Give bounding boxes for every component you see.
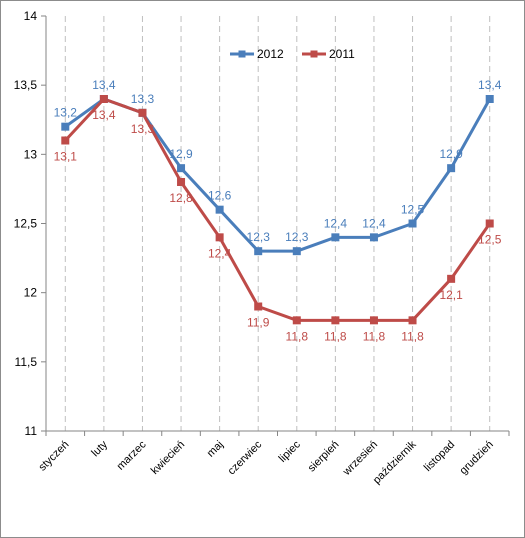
data-point-2011 — [254, 302, 263, 311]
x-tick-label: grudzień — [458, 439, 496, 477]
data-point-2011 — [447, 274, 456, 283]
data-point-2011 — [138, 108, 147, 117]
x-tick-label: wrzesień — [340, 439, 380, 479]
data-label-2011: 12,1 — [439, 288, 463, 302]
data-point-2012 — [485, 95, 494, 103]
data-point-2011 — [177, 178, 186, 186]
data-label-2012: 12,3 — [285, 230, 309, 244]
data-point-2011 — [331, 316, 340, 325]
y-tick-label: 11 — [25, 424, 38, 438]
series-line-2012 — [64, 97, 492, 253]
data-label-2012: 12,4 — [324, 216, 348, 230]
x-tick-label: sierpień — [306, 439, 342, 475]
y-axis-ticks: 11 11,5 12 12,5 13 13,5 14 — [14, 9, 46, 438]
data-point-2011 — [485, 219, 494, 228]
data-point-2012 — [369, 233, 378, 242]
data-label-2011: 13,1 — [54, 150, 78, 164]
y-tick-label: 14 — [24, 9, 38, 23]
x-tick-label: styczeń — [37, 439, 72, 474]
data-label-2011: 11,8 — [401, 329, 424, 343]
data-label-2012: 12,9 — [169, 147, 193, 161]
data-point-2012 — [292, 247, 301, 256]
data-label-2011: 13,4 — [92, 108, 116, 122]
series-line-2011 — [64, 97, 491, 322]
x-tick-label: maj — [205, 439, 226, 460]
y-tick-label: 13,5 — [14, 78, 38, 92]
y-tick-label: 11,5 — [15, 355, 38, 369]
data-point-2012 — [254, 247, 263, 256]
data-label-2011: 11,8 — [324, 329, 347, 343]
legend-marker-2012 — [238, 50, 246, 58]
data-point-2011 — [292, 316, 301, 325]
data-label-2012: 12,3 — [247, 230, 271, 244]
y-tick-label: 12 — [24, 286, 38, 300]
series-group: 13,2 13,4 13,3 12,9 12,6 12,3 12,3 12,4 12,4 12,5… — [54, 78, 502, 343]
data-label-2012: 13,4 — [92, 78, 116, 92]
x-tick-label: kwiecień — [149, 439, 187, 477]
data-label-2012: 12,9 — [439, 147, 463, 161]
x-tick-label: lipiec — [277, 438, 304, 465]
data-label-2011: 11,8 — [363, 329, 386, 343]
data-label-2012: 12,5 — [401, 203, 425, 217]
y-tick-label: 13 — [24, 147, 38, 161]
data-point-2012 — [408, 219, 417, 228]
data-label-2012: 13,4 — [478, 78, 502, 92]
data-label-2012: 12,6 — [208, 189, 232, 203]
y-tick-label: 12,5 — [14, 217, 38, 231]
legend-label-2011: 2011 — [329, 47, 355, 61]
data-point-2011 — [369, 316, 378, 325]
data-point-2012 — [447, 164, 456, 173]
data-label-2011: 13,3 — [131, 122, 155, 136]
legend-marker-2011 — [310, 50, 318, 58]
x-tick-label: luty — [89, 438, 110, 459]
x-tick-label: listopad — [422, 439, 457, 474]
data-point-2012 — [177, 164, 186, 173]
data-label-2012: 13,3 — [131, 92, 155, 106]
data-point-2011 — [215, 233, 224, 242]
data-label-2011: 12,4 — [208, 246, 232, 260]
data-point-2012 — [215, 205, 224, 214]
x-tick-label: marzec — [115, 438, 149, 472]
x-tick-label: czerwiec — [226, 438, 265, 477]
data-label-2012: 12,4 — [362, 216, 386, 230]
legend: 2012 2011 — [230, 47, 355, 61]
data-point-2012 — [61, 122, 70, 131]
data-point-2011 — [408, 316, 417, 325]
data-label-2011: 12,5 — [478, 233, 502, 247]
data-label-2011: 12,8 — [169, 191, 193, 205]
legend-label-2012: 2012 — [257, 47, 284, 61]
data-point-2012 — [331, 233, 340, 242]
grid-lines — [64, 16, 491, 431]
data-point-2011 — [99, 95, 108, 103]
data-label-2012: 13,2 — [54, 106, 78, 120]
data-label-2011: 11,9 — [247, 316, 270, 330]
data-label-2011: 11,8 — [286, 329, 309, 343]
x-axis-ticks: styczeń luty marzec kwiecień maj czerwiec lipi… — [37, 431, 510, 486]
data-point-2011 — [61, 136, 70, 145]
